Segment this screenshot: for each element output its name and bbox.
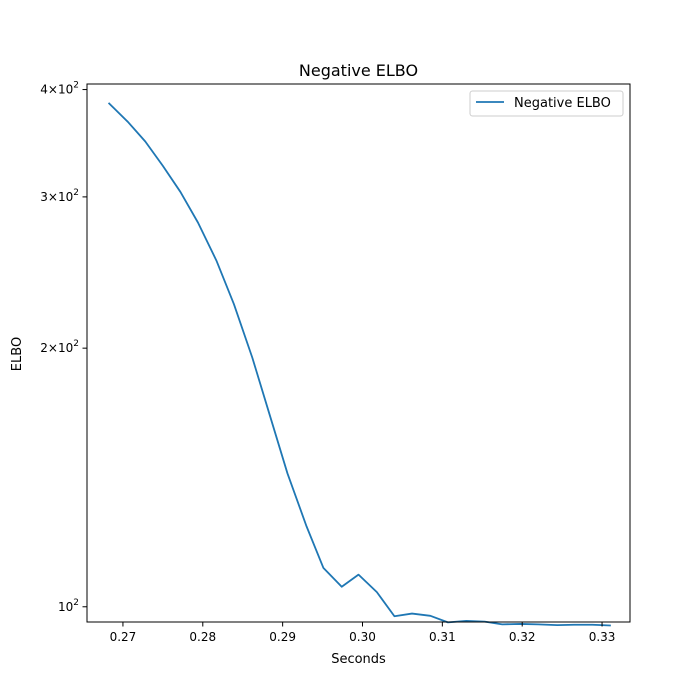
legend-label-negative-elbo: Negative ELBO	[514, 96, 611, 111]
x-tick-label: 0.33	[589, 630, 616, 644]
y-tick-label: 102	[58, 598, 79, 614]
x-tick-label: 0.30	[349, 630, 376, 644]
series-line-negative-elbo	[107, 102, 611, 627]
y-axis: 4×102 3×102 2×102 102	[40, 81, 87, 614]
x-tick-label: 0.28	[189, 630, 216, 644]
legend: Negative ELBO	[469, 90, 624, 117]
x-tick-label: 0.27	[110, 630, 137, 644]
y-tick-label: 3×102	[40, 188, 79, 204]
x-tick-label: 0.29	[269, 630, 296, 644]
plot-area	[86, 83, 631, 627]
x-axis: 0.27 0.28 0.29 0.30 0.31 0.32 0.33	[110, 622, 616, 644]
y-tick-label: 2×102	[40, 339, 79, 355]
legend-box	[469, 90, 624, 117]
x-tick-label: 0.31	[429, 630, 456, 644]
y-tick-label: 4×102	[40, 81, 79, 97]
x-tick-label: 0.32	[509, 630, 536, 644]
x-axis-label: Seconds	[331, 652, 386, 667]
y-axis-label: ELBO	[10, 337, 25, 371]
chart-title: Negative ELBO	[299, 61, 418, 80]
axes-frame	[86, 83, 631, 623]
